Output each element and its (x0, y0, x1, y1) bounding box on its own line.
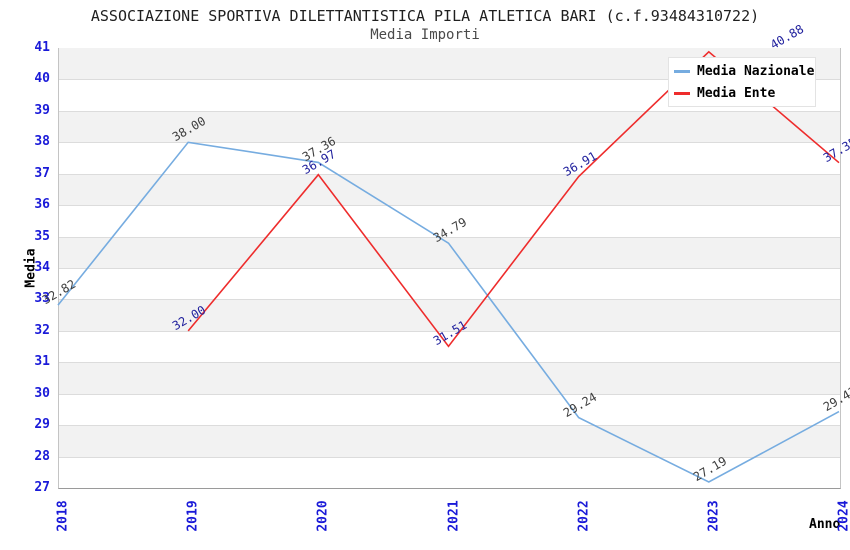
legend-item-media-nazionale: Media Nazionale (674, 61, 815, 81)
y-tick-label: 35 (34, 228, 50, 244)
y-tick-label: 32 (34, 322, 50, 338)
gridline (59, 362, 840, 364)
x-tick-label: 2020 (315, 500, 331, 532)
legend-swatch-media-ente (674, 91, 690, 95)
x-tick-label: 2019 (185, 500, 201, 532)
chart-subtitle: Media Importi (370, 27, 480, 43)
grid-band (59, 425, 840, 457)
legend-label: Media Nazionale (697, 63, 815, 79)
gridline (59, 393, 840, 395)
x-tick-label: 2024 (836, 500, 850, 532)
gridline (59, 173, 840, 175)
gridline (59, 205, 840, 207)
plot-area (58, 48, 841, 489)
grid-band (59, 236, 840, 268)
x-axis-title: Anno (809, 517, 841, 532)
gridline (59, 268, 840, 269)
x-tick-label: 2023 (706, 500, 722, 532)
legend-label: Media Ente (697, 85, 776, 101)
x-tick-label: 2018 (55, 500, 71, 532)
y-tick-label: 34 (34, 260, 50, 275)
gridline (59, 425, 840, 427)
y-tick-label: 40 (34, 71, 50, 87)
y-tick-label: 41 (34, 40, 50, 55)
legend-swatch-media-nazionale (674, 69, 690, 73)
gridline (59, 299, 840, 301)
legend-item-media-ente: Media Ente (674, 83, 815, 103)
y-tick-label: 39 (34, 102, 50, 118)
grid-band (59, 173, 840, 206)
y-tick-label: 29 (34, 417, 50, 433)
y-tick-label: 36 (34, 197, 50, 213)
y-tick-label: 38 (34, 134, 50, 150)
y-tick-label: 37 (34, 165, 50, 181)
y-tick-label: 28 (34, 448, 50, 464)
y-tick-label: 30 (34, 385, 50, 401)
y-tick-label: 27 (34, 480, 50, 495)
grid-band (59, 362, 840, 394)
gridline (59, 110, 840, 112)
x-tick-label: 2021 (446, 500, 461, 532)
legend: Media Nazionale Media Ente (668, 57, 816, 107)
y-tick-label: 31 (34, 354, 50, 370)
chart-title: ASSOCIAZIONE SPORTIVA DILETTANTISTICA PI… (90, 7, 760, 25)
x-tick-label: 2022 (576, 500, 592, 532)
y-tick-label: 33 (34, 291, 50, 307)
